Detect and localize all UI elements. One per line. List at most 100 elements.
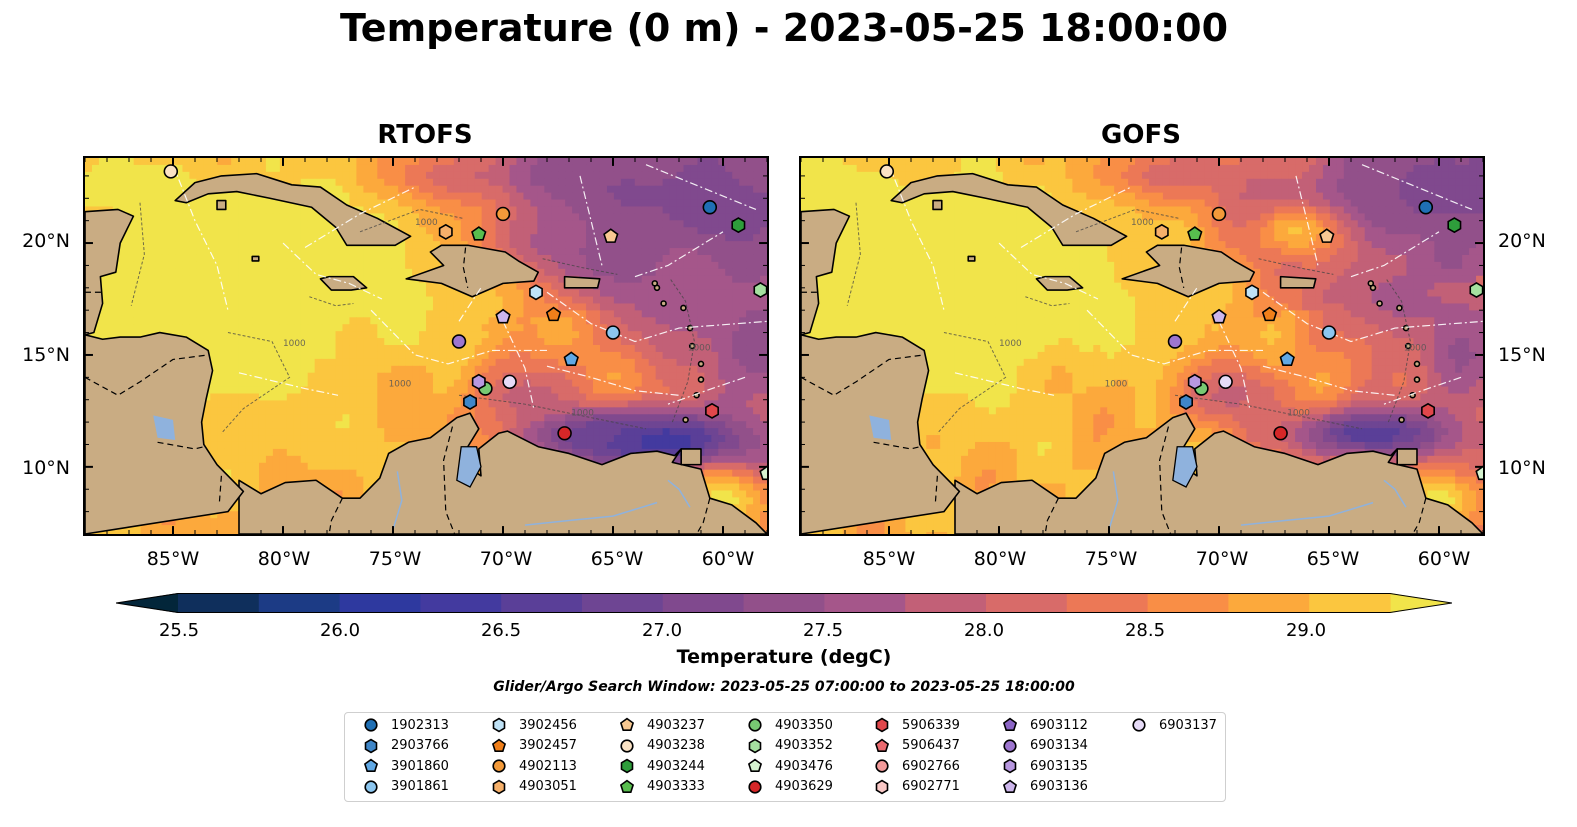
legend-label: 4902113 [519, 758, 577, 774]
legend-label: 6903112 [1030, 717, 1088, 733]
contour-label: 1000 [1404, 343, 1427, 353]
gofs-map[interactable]: 1000 1000 1000 1000 1000 [799, 156, 1485, 536]
legend-item: 4903051 [491, 777, 577, 797]
island [660, 300, 667, 307]
lake-nicaragua [869, 415, 892, 440]
lat-tick-label: 15°N [22, 344, 70, 366]
rtofs-map[interactable]: 1000 1000 1000 1000 1000 [83, 156, 769, 536]
legend-marker-icon [1003, 758, 1017, 774]
colorbar-bin [582, 593, 664, 613]
float-marker-6903136 [495, 308, 511, 324]
legend-label: 4903629 [775, 779, 833, 794]
landmass-puertoRico [563, 275, 601, 289]
landmass-isleYouth [932, 199, 943, 211]
landmass-cuba [174, 172, 412, 247]
island [682, 416, 689, 424]
island [1398, 416, 1405, 424]
eez-line [645, 164, 757, 211]
legend-marker-icon [363, 758, 379, 772]
legend-marker [875, 717, 889, 733]
lat-tick-label: 10°N [1498, 457, 1546, 479]
legend-marker [1002, 717, 1018, 731]
legend-marker [364, 718, 378, 732]
legend-item: 2903766 [363, 736, 449, 756]
legend-item: 4903238 [619, 736, 705, 756]
float-marker-5906339 [1421, 402, 1435, 419]
contour-labels: 1000 1000 1000 1000 1000 [283, 218, 711, 418]
eez-line [370, 309, 547, 365]
legend-item: 5906437 [874, 736, 960, 756]
landmass-isleYouth [216, 199, 227, 211]
float-marker-4903051 [438, 223, 453, 240]
legend-marker [1132, 718, 1146, 732]
colorbar-tick-label: 27.0 [641, 620, 683, 641]
lon-tick-label: 85°W [862, 548, 916, 570]
legend-marker-icon [492, 717, 506, 733]
legend-label: 4903238 [647, 738, 705, 753]
contour-label: 1000 [688, 343, 711, 353]
legend-label: 3901860 [391, 758, 449, 774]
legend-marker-icon [875, 759, 889, 773]
legend-marker [620, 758, 634, 774]
float-marker-6903136 [1211, 308, 1227, 324]
island [1413, 360, 1421, 368]
eez-boundaries [172, 164, 767, 409]
island [1376, 300, 1383, 307]
landmass-cayman [967, 255, 976, 262]
legend-marker [875, 759, 889, 773]
colorbar-label: Temperature (degC) [676, 646, 892, 668]
lat-tick-label: 15°N [1498, 344, 1546, 366]
legend-item: 3902456 [491, 715, 577, 735]
legend-label: 6903135 [1030, 758, 1088, 774]
legend-item: 3901861 [363, 777, 449, 797]
legend-item: 6903136 [1002, 777, 1088, 797]
legend-marker-icon [492, 759, 506, 773]
float-marker-3902457 [545, 306, 562, 322]
eez-line [502, 321, 535, 409]
float-marker-6903137 [1218, 374, 1233, 390]
legend-item: 4903244 [619, 756, 705, 776]
contour-label: 1000 [389, 379, 412, 389]
lon-tick-label: 65°W [1306, 548, 1360, 570]
land-masses [85, 172, 767, 534]
contour-label: 1000 [571, 408, 594, 418]
eez-line [1218, 321, 1251, 409]
legend-marker-icon [620, 758, 634, 774]
country-borders [801, 247, 1427, 534]
float-markers [163, 164, 767, 481]
colorbar-bin [1309, 593, 1391, 613]
legend-marker [1003, 758, 1017, 774]
legend-marker-icon [491, 738, 507, 752]
island [1367, 280, 1375, 287]
colorbar-bin [258, 593, 341, 613]
colorbar-bin [1228, 593, 1310, 613]
landmass-trinidad [1396, 448, 1418, 466]
colorbar-bin [743, 593, 825, 613]
float-marker-2903766 [463, 393, 478, 410]
legend-label: 4903237 [647, 717, 705, 733]
eez-line [1383, 376, 1462, 405]
float-marker-4903244 [1447, 217, 1462, 234]
landmass-southAmerica [238, 412, 767, 534]
legend-marker [619, 717, 635, 731]
legend-marker-icon [747, 758, 763, 772]
eez-line [304, 186, 416, 249]
legend-label: 4903051 [519, 779, 577, 794]
legend-marker-icon [620, 738, 634, 753]
colorbar-bin [1066, 593, 1149, 613]
colorbar-extend-low [116, 593, 178, 613]
landmass-southAmerica [954, 412, 1483, 534]
colorbar [115, 593, 1453, 613]
legend-label: 3902456 [519, 717, 577, 733]
legend-label: 5906339 [902, 717, 960, 733]
eez-boundaries [888, 164, 1483, 409]
colorbar-tick-label: 28.5 [1124, 620, 1166, 641]
contour-label: 1000 [1131, 218, 1154, 228]
figure-title: Temperature (0 m) - 2023-05-25 18:00:00 [339, 6, 1229, 50]
axis-ticks [801, 158, 1483, 534]
float-marker-5906339 [705, 402, 719, 419]
legend-marker [491, 738, 507, 752]
legend-marker-icon [1003, 738, 1017, 753]
colorbar-tick-label: 27.5 [802, 620, 844, 641]
legend-label: 6903134 [1030, 738, 1088, 753]
